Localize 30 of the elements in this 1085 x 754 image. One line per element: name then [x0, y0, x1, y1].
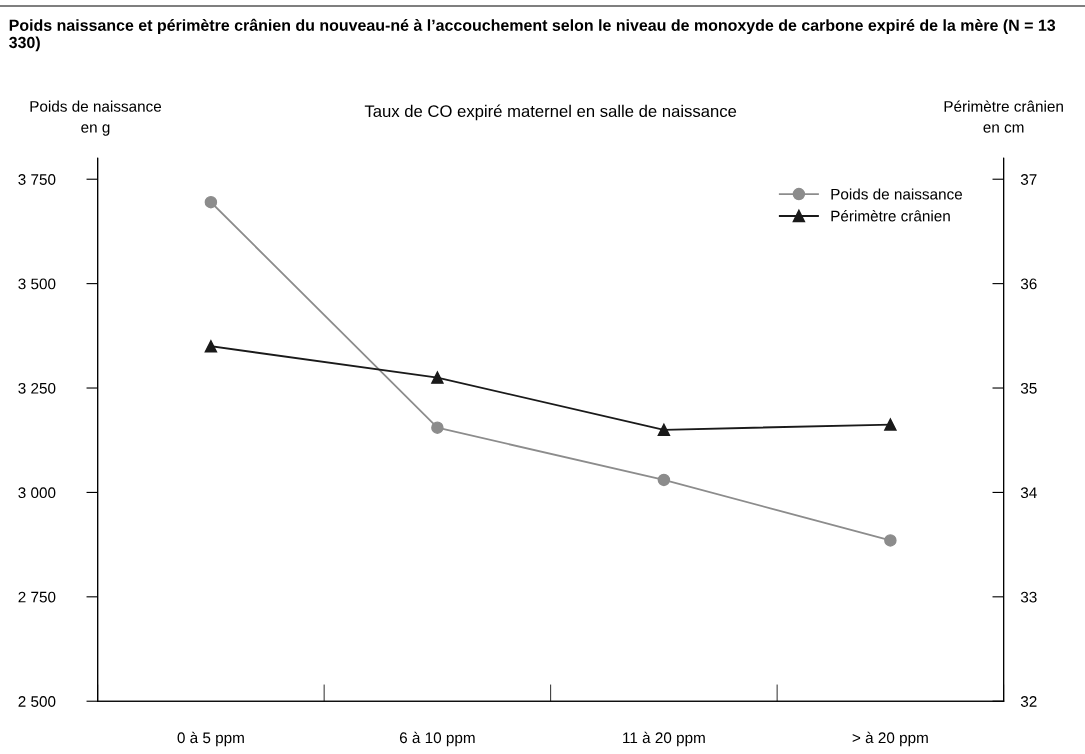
point — [431, 371, 444, 384]
x-tick-label: 11 à 20 ppm — [623, 731, 705, 747]
point — [884, 534, 897, 547]
legend-label: Périmètre crânien — [831, 210, 950, 222]
point — [657, 473, 671, 487]
y2-axis-title: Périmètre crânien en cm — [944, 100, 1063, 133]
legend-label: Poids de naissance — [831, 188, 963, 200]
y2-tick-label: 35 — [1020, 382, 1037, 394]
y-tick-label: 3 500 — [18, 278, 56, 290]
point — [431, 421, 444, 434]
x-tick-label: 6 à 10 ppm — [399, 731, 475, 747]
point — [884, 418, 897, 431]
y-tick-label: 3 750 — [18, 174, 56, 185]
x-tick-label: > à 20 ppm — [852, 731, 928, 747]
y2-tick-label: 37 — [1020, 174, 1037, 185]
y-axis-title: Poids de naissance en g — [30, 100, 162, 136]
y-tick-label: 3 250 — [18, 382, 56, 394]
point — [204, 340, 218, 353]
y-tick-label: 2 500 — [18, 696, 56, 707]
y-tick-label: 2 750 — [18, 591, 56, 603]
y2-tick-label: 32 — [1020, 696, 1037, 707]
x-tick-label: 0 à 5 ppm — [177, 731, 244, 747]
y2-tick-label: 36 — [1020, 278, 1037, 290]
y2-tick-label: 33 — [1020, 591, 1037, 603]
y2-tick-label: 34 — [1020, 487, 1037, 499]
chart-title: Poids naissance et périmètre crânien du nouveau-né à l’accouchement selon le niveau de monoxyde de carbone expiré de la mère (N = 13 330) — [9, 18, 1056, 52]
y-tick-label: 3 000 — [18, 487, 56, 499]
point — [657, 423, 671, 437]
point — [204, 195, 218, 209]
chart-subtitle: Taux de CO expiré maternel en salle de naissance — [364, 104, 737, 121]
